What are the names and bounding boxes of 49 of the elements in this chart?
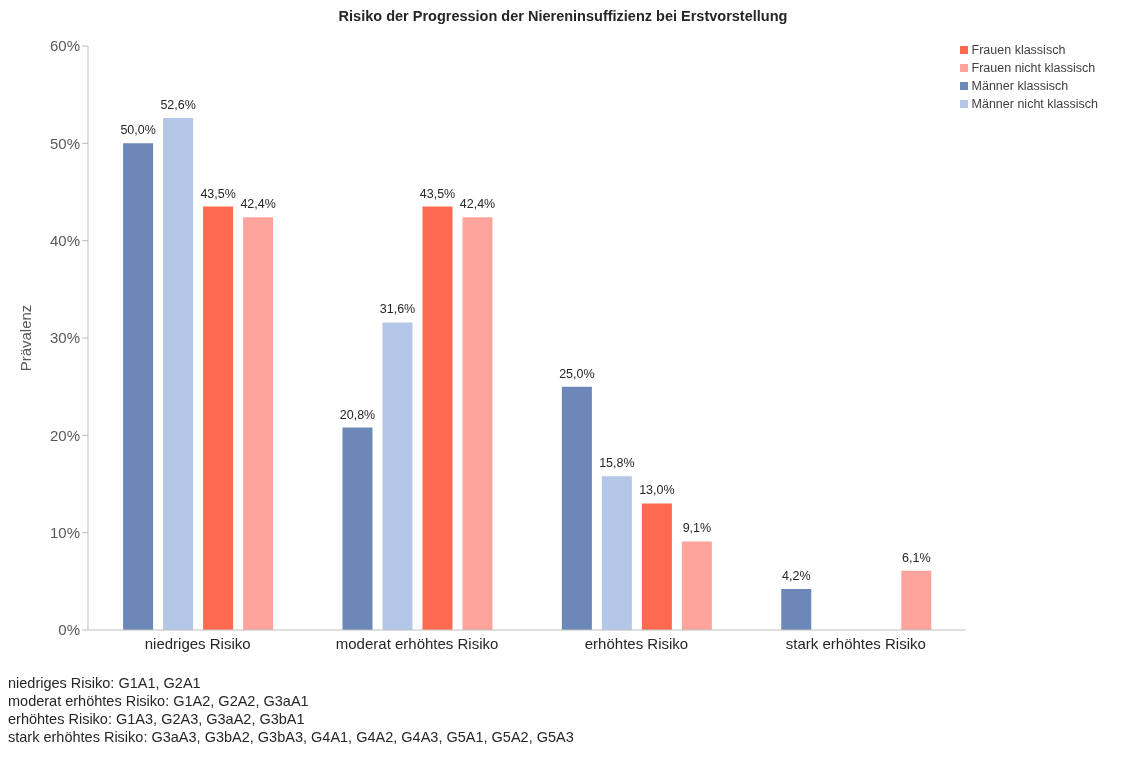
y-tick-label: 40%: [49, 231, 80, 249]
x-tick-label: moderat erhöhtes Risiko: [335, 634, 499, 652]
bar: [681, 541, 712, 630]
bar: [123, 143, 154, 630]
y-axis-title: Prävalenz: [17, 304, 35, 372]
data-label: 15,8%: [599, 456, 635, 471]
data-label: 42,4%: [240, 197, 276, 212]
bar: [163, 118, 194, 630]
x-tick-label: stark erhöhtes Risiko: [785, 634, 926, 652]
legend-label: Männer nicht klassisch: [971, 97, 1098, 111]
data-label: 25,0%: [559, 366, 595, 381]
bar: [561, 386, 592, 630]
y-tick-label: 0%: [58, 621, 80, 639]
y-tick-label: 50%: [49, 134, 80, 152]
x-tick-label: erhöhtes Risiko: [584, 634, 689, 652]
data-label: 31,6%: [379, 302, 416, 317]
text: erhöhtes Risiko: G1A3, G2A3, G3aA2, G3bA1: [8, 710, 306, 728]
legend-label: Frauen nicht klassisch: [971, 61, 1096, 75]
y-tick-label: 30%: [49, 329, 80, 347]
legend-label: Männer klassisch: [971, 79, 1069, 93]
data-label: 20,8%: [339, 407, 376, 422]
bar: [462, 217, 493, 630]
data-label: 13,0%: [639, 483, 675, 498]
legend-label: Frauen klassisch: [971, 43, 1066, 57]
data-label: 6,1%: [902, 550, 931, 565]
bar: [382, 322, 413, 630]
bar: [901, 570, 932, 630]
y-tick-label: 20%: [49, 426, 80, 444]
data-label: 4,2%: [782, 569, 811, 584]
text: moderat erhöhtes Risiko: G1A2, G2A2, G3aA1: [8, 692, 310, 710]
bar: [641, 503, 672, 630]
y-tick-label: 60%: [49, 37, 80, 55]
data-label: 43,5%: [419, 186, 456, 201]
bar: [243, 217, 274, 630]
data-label: 43,5%: [200, 186, 236, 201]
text: niedriges Risiko: G1A1, G2A1: [8, 674, 202, 692]
bar: [422, 206, 453, 630]
data-label: 52,6%: [160, 98, 196, 113]
data-label: 50,0%: [120, 123, 156, 138]
x-tick-label: niedriges Risiko: [144, 634, 251, 652]
data-label: 9,1%: [682, 521, 712, 536]
bar: [781, 589, 812, 630]
text: stark erhöhtes Risiko: G3aA3, G3bA2, G3bA3, G4A1, G4A2, G4A3, G5A1, G5A2, G5A3: [8, 728, 575, 746]
chart-title: Risiko der Progression der Niereninsuffizienz bei Erstvorstellung: [337, 8, 789, 26]
bar: [601, 476, 632, 630]
data-label: 42,4%: [459, 197, 496, 212]
y-tick-label: 10%: [49, 523, 80, 541]
bar: [342, 427, 373, 630]
bar: [203, 206, 234, 630]
